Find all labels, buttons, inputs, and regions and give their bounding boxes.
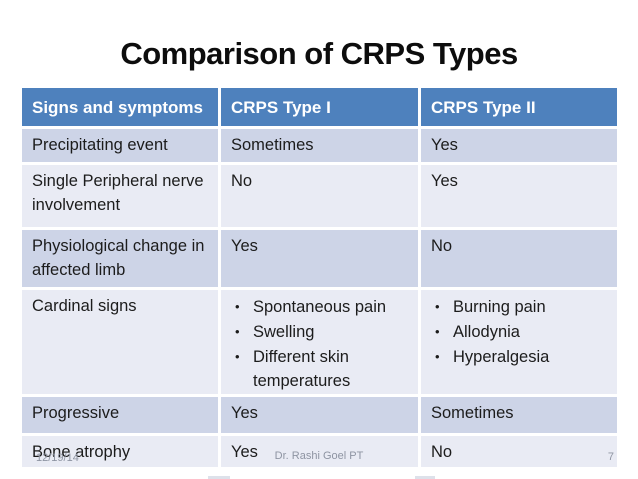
bullet-icon: • xyxy=(235,323,240,339)
cell-value: No xyxy=(221,165,418,227)
row-label-cell: Physiological change in affected limb xyxy=(22,230,218,287)
cell-value: Yes xyxy=(221,230,418,287)
bullet-icon: • xyxy=(435,299,440,314)
bullet-text: Swelling xyxy=(253,322,315,341)
bullet-icon: • xyxy=(435,323,440,339)
cell-bullet-list: • Burning pain • Allodynia • Hyperalgesi… xyxy=(421,290,617,394)
cell-value: Sometimes xyxy=(221,129,418,162)
cell-value: Yes xyxy=(221,436,418,467)
comparison-table: Signs and symptoms CRPS Type I CRPS Type… xyxy=(22,88,617,467)
bullet-text: Allodynia xyxy=(453,322,520,341)
row-label-cell: Single Peripheral nerve involvement xyxy=(22,165,218,227)
cell-value: Yes xyxy=(421,129,617,162)
page-title: Comparison of CRPS Types xyxy=(120,36,518,71)
bullet-icon: • xyxy=(235,299,240,314)
cell-value: No xyxy=(421,436,617,467)
bullet-icon: • xyxy=(435,348,440,364)
column-header-signs: Signs and symptoms xyxy=(22,88,218,126)
cell-bullet-list: • Spontaneous pain • Swelling • Differen… xyxy=(221,290,418,394)
cell-value: Yes xyxy=(421,165,617,227)
footer-author: Dr. Rashi Goel PT xyxy=(274,450,364,462)
bottom-edge-fragment xyxy=(415,476,435,479)
footer-page-number: 7 xyxy=(607,451,614,463)
row-label-cell: Bone atrophy xyxy=(22,436,218,467)
type2-cardinal-signs-list: • Burning pain • Allodynia • Hyperalgesi… xyxy=(431,295,609,369)
cell-value: Yes xyxy=(221,397,418,433)
list-item: • Burning pain xyxy=(435,295,609,320)
bullet-text: Hyperalgesia xyxy=(453,347,550,366)
cell-value: Sometimes xyxy=(421,397,617,433)
column-header-type2: CRPS Type II xyxy=(421,88,617,126)
bottom-edge-fragment xyxy=(208,476,230,479)
list-item: • Different skin temperatures xyxy=(235,345,410,395)
type1-cardinal-signs-list: • Spontaneous pain • Swelling • Differen… xyxy=(231,295,410,394)
list-item: • Spontaneous pain xyxy=(235,295,410,320)
bullet-text: Different skin temperatures xyxy=(253,347,351,391)
row-label-cell: Precipitating event xyxy=(22,129,218,162)
footer-date: 12/19/14 xyxy=(36,452,79,464)
list-item: • Hyperalgesia xyxy=(435,345,609,370)
cell-value: No xyxy=(421,230,617,287)
list-item: • Swelling xyxy=(235,320,410,345)
bullet-text: Spontaneous pain xyxy=(253,298,387,316)
bullet-icon: • xyxy=(235,348,240,364)
bullet-text: Burning pain xyxy=(453,298,546,316)
row-label-cell: Cardinal signs xyxy=(22,290,218,394)
row-label-cell: Progressive xyxy=(22,397,218,433)
list-item: • Allodynia xyxy=(435,320,609,345)
column-header-type1: CRPS Type I xyxy=(221,88,418,126)
